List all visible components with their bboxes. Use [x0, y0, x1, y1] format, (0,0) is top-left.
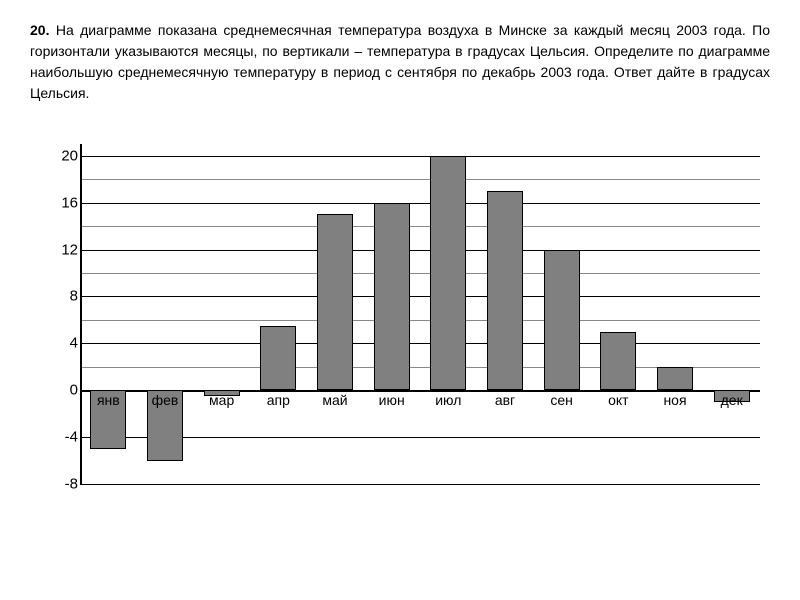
problem-number: 20. [30, 22, 49, 38]
chart-plot-area [80, 144, 760, 484]
y-tick-label: 0 [38, 382, 78, 399]
chart-container: -8-4048121620 янвфевмарапрмайиюниюлавгсе… [30, 134, 770, 514]
y-tick-label: 4 [38, 335, 78, 352]
y-tick-label: 12 [38, 241, 78, 258]
gridline-major [80, 484, 760, 485]
y-tick-label: 8 [38, 288, 78, 305]
problem-body: На диаграмме показана среднемесячная тем… [30, 22, 770, 101]
y-tick-label: 16 [38, 194, 78, 211]
problem-text: 20. На диаграмме показана среднемесячная… [30, 20, 770, 104]
y-tick-label: -8 [38, 476, 78, 493]
y-tick-label: 20 [38, 147, 78, 164]
y-tick-label: -4 [38, 429, 78, 446]
